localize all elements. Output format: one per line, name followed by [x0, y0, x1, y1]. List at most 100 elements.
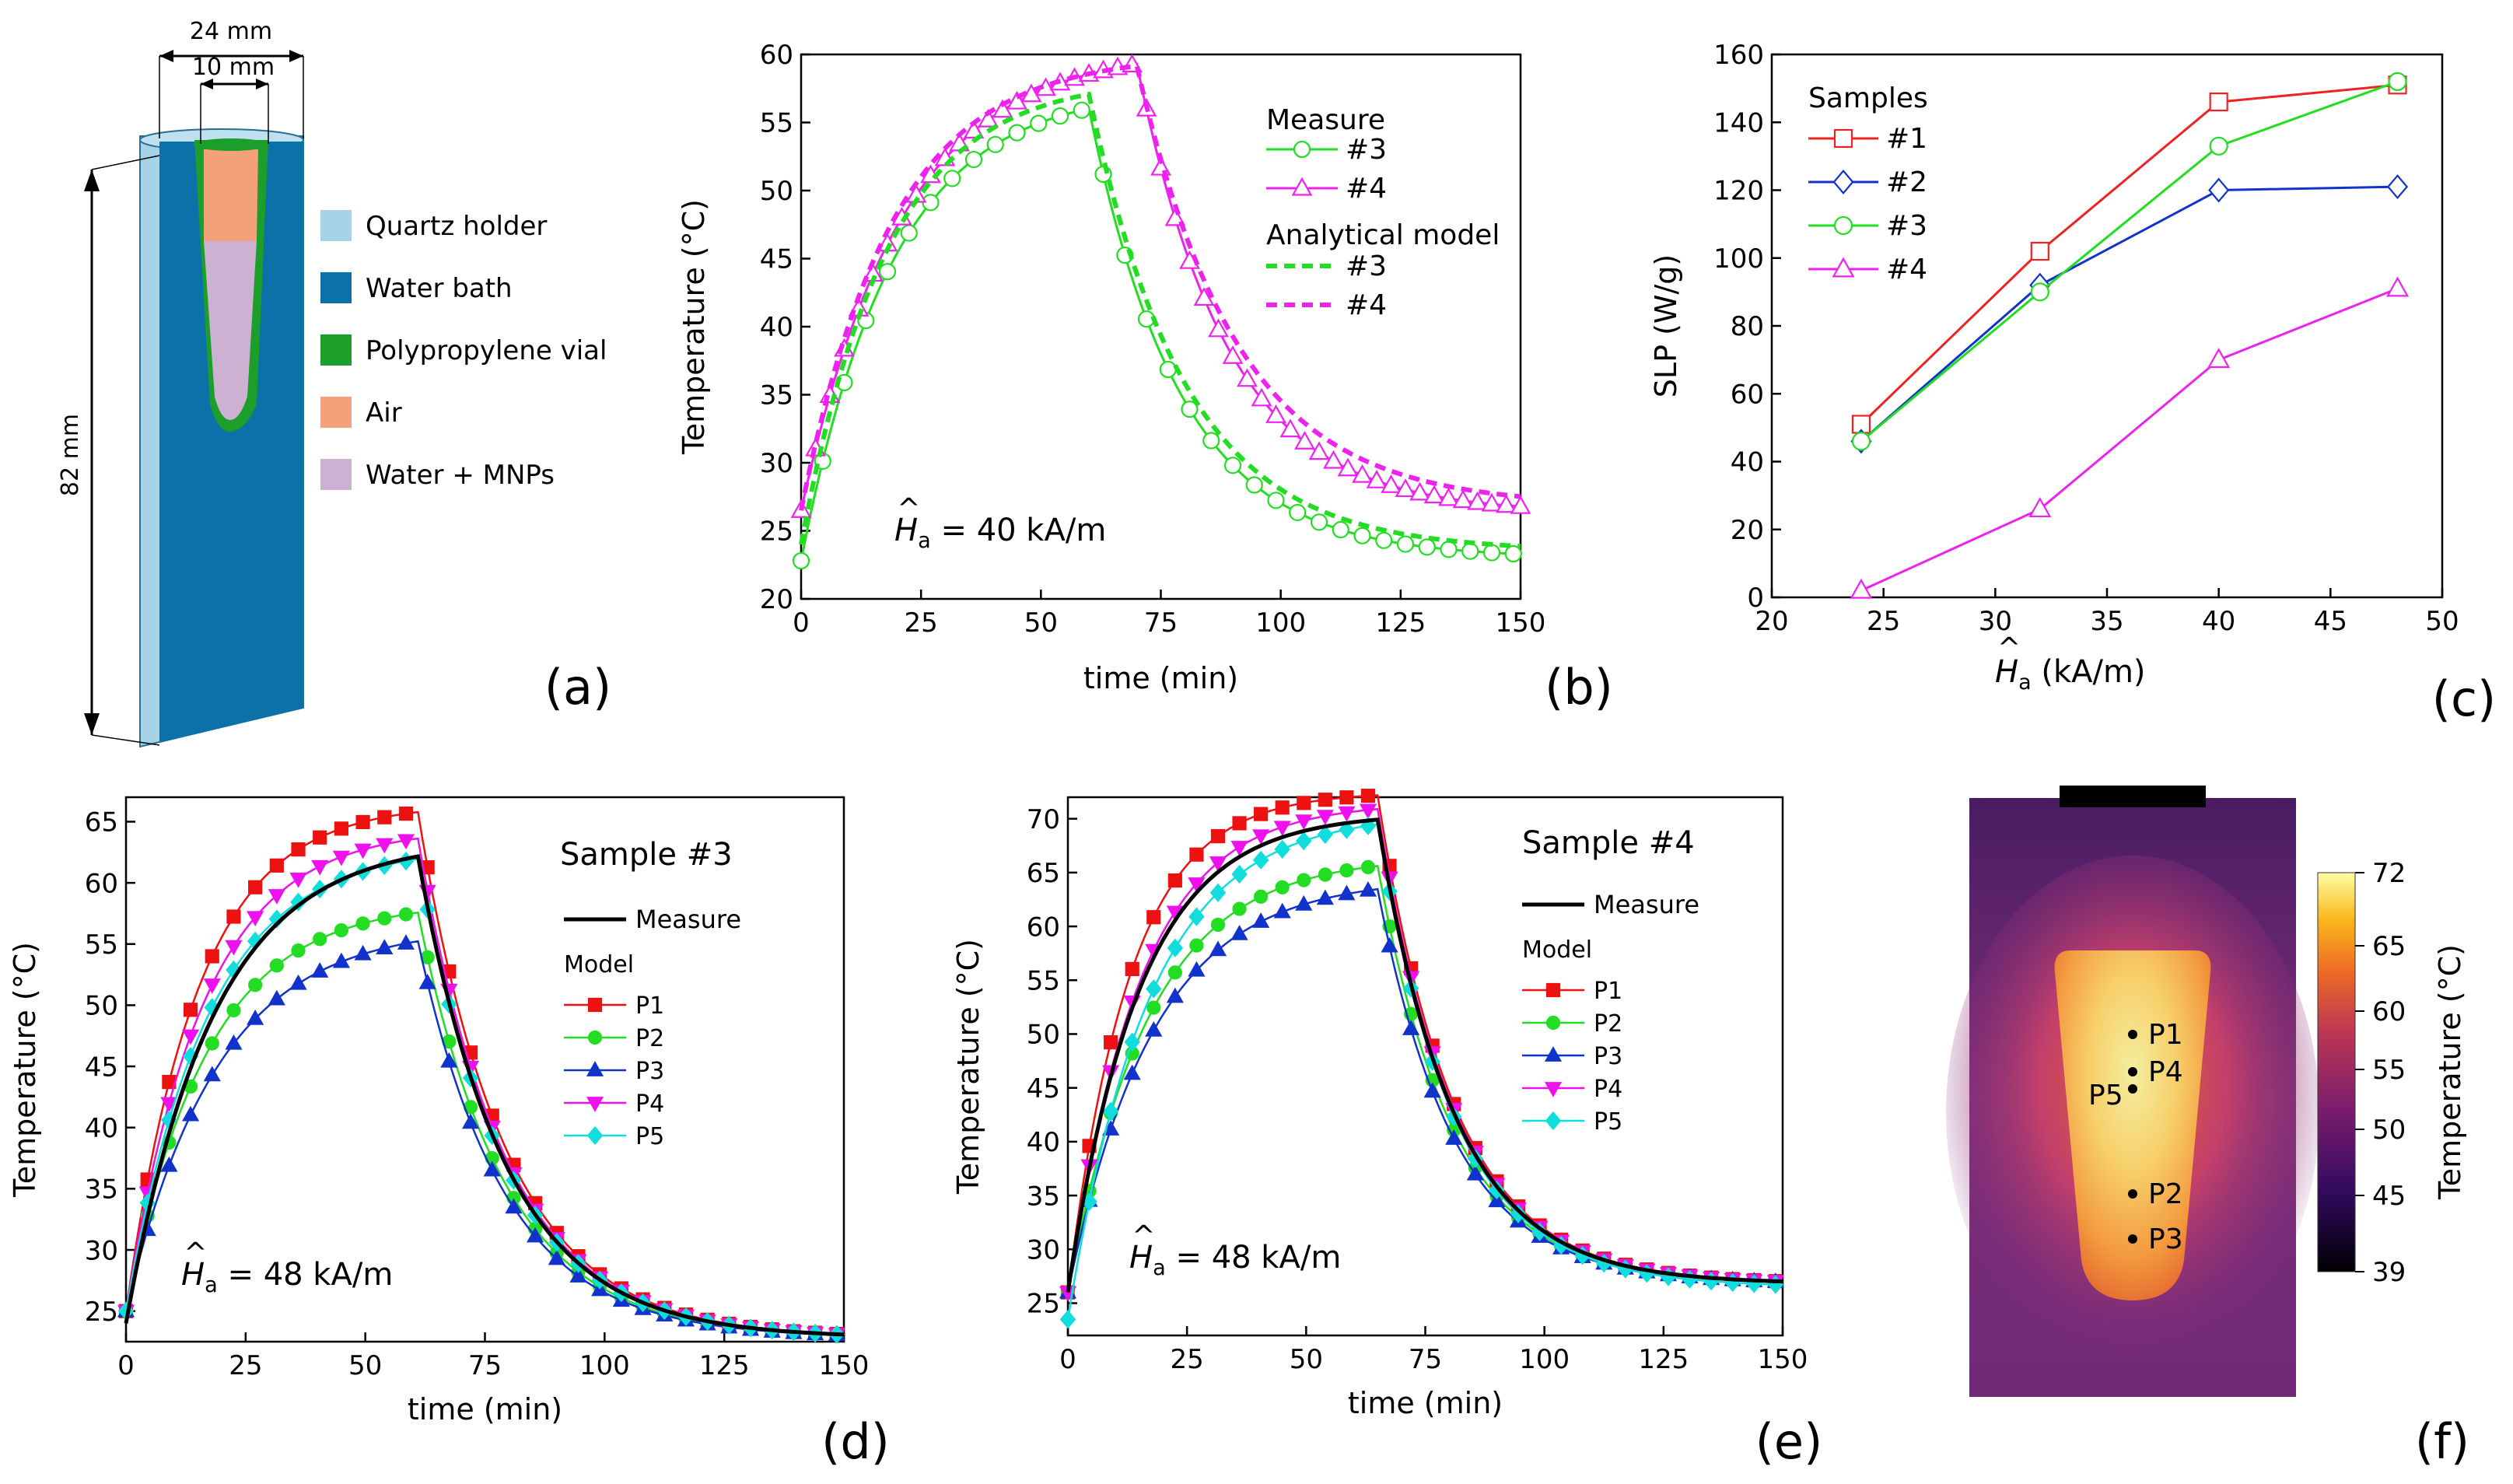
colorbar-tick-label: 65: [2372, 931, 2406, 962]
data-point: [878, 263, 897, 281]
y-tick-label: 140: [1713, 107, 1764, 138]
data-point: [461, 1113, 480, 1129]
legend-label: #2: [1886, 166, 1927, 198]
colorbar-tick-label: 45: [2372, 1181, 2406, 1212]
data-point: [1188, 877, 1206, 893]
y-tick-label: 40: [1731, 447, 1764, 478]
y-tick-label: 0: [1747, 583, 1764, 614]
legend-marker: [587, 997, 603, 1013]
data-point: [1275, 800, 1290, 815]
hat-symbol: ^: [897, 493, 920, 525]
data-point: [1274, 839, 1290, 859]
data-point: [397, 934, 415, 950]
colorbar-label: Temperature (°C): [2433, 944, 2467, 1200]
data-point: [203, 1066, 221, 1082]
data-point: [1230, 925, 1248, 940]
data-point: [440, 1052, 458, 1068]
data-point: [1295, 814, 1313, 830]
legend-label: #3: [1886, 210, 1927, 242]
data-point: [313, 830, 327, 845]
data-point: [1059, 1310, 1076, 1329]
data-point: [1273, 821, 1291, 837]
data-point: [332, 850, 350, 866]
colorbar-tick-label: 72: [2372, 858, 2406, 889]
y-axis-label: Temperature (°C): [8, 942, 42, 1198]
data-point: [311, 859, 329, 876]
legend-label: #1: [1886, 123, 1927, 155]
series-line-2: [799, 91, 1521, 549]
data-point: [289, 872, 307, 888]
point-marker: [2128, 1030, 2137, 1039]
series-line-1: [800, 62, 1521, 511]
y-tick-label: 45: [760, 244, 793, 275]
data-point: [1006, 90, 1027, 110]
data-point: [1294, 431, 1315, 450]
dim-82-label: 82 mm: [57, 414, 84, 496]
data-point: [1208, 318, 1229, 338]
data-point: [376, 939, 394, 954]
data-point: [1210, 917, 1226, 933]
heatmap-cap: [2060, 786, 2206, 807]
schematic-legend: Quartz holder Water bath Polypropylene via…: [320, 210, 607, 491]
x-tick-label: 25: [1867, 606, 1900, 637]
colorbar-tick-label: 39: [2372, 1257, 2406, 1288]
data-point: [1482, 544, 1501, 562]
legend-label: Water + MNPs: [366, 460, 555, 491]
colorbar: [2317, 872, 2356, 1272]
y-axis-label: Temperature (°C): [677, 199, 711, 455]
data-point: [569, 1267, 587, 1283]
data-point: [1353, 527, 1371, 544]
data-point: [1452, 489, 1474, 509]
data-point: [311, 962, 329, 978]
y-tick-label: 60: [760, 40, 793, 71]
series-line-3: [799, 63, 1521, 511]
data-point: [1146, 910, 1161, 925]
x-tick-label: 0: [1059, 1344, 1076, 1375]
data-point: [1188, 907, 1205, 926]
data-point: [1167, 938, 1184, 958]
data-point: [1237, 368, 1258, 387]
data-point: [2207, 348, 2231, 369]
x-tick-label: 100: [1519, 1344, 1570, 1375]
data-point: [1488, 1192, 1506, 1208]
legend-label: Measure: [1594, 890, 1699, 919]
y-tick-label: 35: [760, 380, 793, 411]
legend-swatch: [320, 210, 352, 241]
x-tick-label: 20: [1755, 606, 1788, 637]
data-point: [943, 170, 961, 187]
data-point: [2209, 136, 2228, 156]
data-point: [1073, 101, 1090, 119]
y-tick-label: 55: [760, 108, 793, 139]
hat-symbol: ^: [1132, 1220, 1155, 1252]
data-point: [183, 1003, 198, 1017]
data-point: [1297, 796, 1311, 810]
y-tick-label: 40: [760, 312, 793, 343]
data-point: [1438, 487, 1459, 506]
data-point: [1123, 1064, 1141, 1080]
y-tick-label: 65: [1027, 858, 1060, 889]
x-tick-label: 0: [117, 1350, 135, 1381]
data-point: [2028, 497, 2052, 518]
data-point: [1381, 936, 1398, 953]
data-point: [1339, 790, 1354, 805]
data-point: [1230, 841, 1248, 856]
measure-line: [1066, 817, 1783, 1293]
series-line-0: [124, 810, 845, 1335]
data-point: [1188, 961, 1206, 977]
x-tick-label: 75: [1144, 607, 1178, 639]
data-point: [1295, 895, 1313, 911]
data-point: [2030, 241, 2049, 261]
legend-label: P3: [635, 1058, 664, 1085]
data-point: [1360, 789, 1376, 803]
point-marker: [2128, 1234, 2137, 1244]
data-point: [1445, 1129, 1463, 1145]
data-point: [354, 944, 372, 961]
y-tick-label: 20: [1731, 515, 1764, 546]
data-point: [1496, 494, 1517, 513]
series-line-3: [1860, 287, 2399, 592]
data-point: [2388, 72, 2407, 92]
legend-label: P1: [1594, 978, 1622, 1005]
series-line-1: [1066, 865, 1783, 1293]
data-point: [1359, 803, 1377, 820]
data-point: [1159, 360, 1177, 379]
